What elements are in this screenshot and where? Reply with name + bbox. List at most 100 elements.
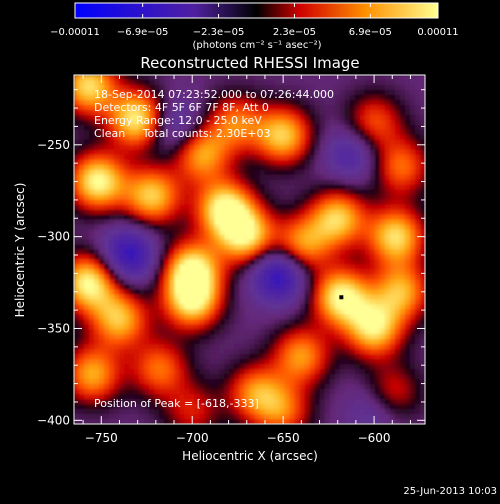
- heatmap-cell: [214, 324, 220, 330]
- heatmap-cell: [224, 359, 230, 365]
- heatmap-cell: [315, 135, 321, 141]
- heatmap-cell: [375, 314, 381, 320]
- heatmap-cell: [340, 190, 346, 196]
- heatmap-cell: [390, 409, 396, 415]
- heatmap-cell: [149, 379, 155, 385]
- heatmap-cell: [74, 165, 80, 171]
- heatmap-cell: [214, 339, 220, 345]
- heatmap-cell: [375, 90, 381, 96]
- heatmap-cell: [360, 150, 366, 156]
- heatmap-cell: [114, 150, 120, 156]
- heatmap-cell: [174, 200, 180, 206]
- heatmap-cell: [325, 220, 331, 226]
- heatmap-cell: [239, 354, 245, 360]
- heatmap-cell: [239, 319, 245, 325]
- heatmap-cell: [375, 344, 381, 350]
- heatmap-cell: [250, 165, 256, 171]
- heatmap-cell: [385, 294, 391, 300]
- heatmap-cell: [154, 145, 160, 151]
- heatmap-cell: [255, 319, 261, 325]
- heatmap-cell: [149, 364, 155, 370]
- heatmap-cell: [405, 120, 411, 126]
- heatmap-cell: [365, 374, 371, 380]
- heatmap-cell: [330, 264, 336, 270]
- heatmap-cell: [390, 210, 396, 216]
- heatmap-cell: [79, 100, 85, 106]
- heatmap-cell: [290, 165, 296, 171]
- heatmap-cell: [154, 354, 160, 360]
- heatmap-cell: [89, 80, 95, 86]
- heatmap-cell: [99, 384, 105, 390]
- heatmap-cell: [355, 185, 361, 191]
- heatmap-cell: [305, 190, 311, 196]
- heatmap-cell: [390, 105, 396, 111]
- heatmap-cell: [370, 329, 376, 335]
- heatmap-cell: [250, 339, 256, 345]
- heatmap-cell: [129, 304, 135, 310]
- heatmap-cell: [270, 349, 276, 355]
- heatmap-cell: [169, 205, 175, 211]
- heatmap-cell: [164, 225, 170, 231]
- heatmap-cell: [114, 200, 120, 206]
- heatmap-cell: [79, 279, 85, 285]
- heatmap-cell: [410, 309, 416, 315]
- heatmap-cell: [260, 294, 266, 300]
- heatmap-cell: [350, 319, 356, 325]
- heatmap-cell: [219, 80, 225, 86]
- heatmap-cell: [355, 80, 361, 86]
- heatmap-cell: [365, 269, 371, 275]
- heatmap-cell: [189, 140, 195, 146]
- heatmap-cell: [234, 175, 240, 181]
- heatmap-cell: [300, 150, 306, 156]
- heatmap-cell: [239, 210, 245, 216]
- heatmap-cell: [79, 110, 85, 116]
- heatmap-cell: [224, 75, 230, 81]
- heatmap-cell: [99, 334, 105, 340]
- heatmap-cell: [360, 90, 366, 96]
- heatmap-cell: [315, 319, 321, 325]
- heatmap-cell: [179, 145, 185, 151]
- heatmap-cell: [405, 195, 411, 201]
- heatmap-cell: [385, 409, 391, 415]
- heatmap-cell: [194, 254, 200, 260]
- heatmap-cell: [260, 344, 266, 350]
- heatmap-cell: [365, 150, 371, 156]
- heatmap-cell: [290, 324, 296, 330]
- heatmap-cell: [330, 389, 336, 395]
- heatmap-cell: [214, 200, 220, 206]
- heatmap-cell: [325, 264, 331, 270]
- heatmap-cell: [129, 259, 135, 265]
- heatmap-cell: [410, 205, 416, 211]
- heatmap-cell: [164, 230, 170, 236]
- heatmap-cell: [350, 100, 356, 106]
- heatmap-cell: [315, 200, 321, 206]
- heatmap-cell: [285, 279, 291, 285]
- heatmap-cell: [104, 155, 110, 161]
- heatmap-cell: [305, 264, 311, 270]
- colorbar: [75, 3, 438, 18]
- heatmap-cell: [250, 195, 256, 201]
- heatmap-cell: [315, 299, 321, 305]
- heatmap-cell: [370, 160, 376, 166]
- heatmap-cell: [310, 374, 316, 380]
- heatmap-cell: [410, 220, 416, 226]
- heatmap-cell: [365, 115, 371, 121]
- heatmap-cell: [229, 354, 235, 360]
- heatmap-cell: [124, 170, 130, 176]
- heatmap-cell: [275, 110, 281, 116]
- heatmap-cell: [84, 294, 90, 300]
- heatmap-cell: [114, 369, 120, 375]
- heatmap-cell: [169, 200, 175, 206]
- heatmap-cell: [164, 160, 170, 166]
- heatmap-cell: [410, 279, 416, 285]
- heatmap-cell: [270, 225, 276, 231]
- heatmap-cell: [199, 269, 205, 275]
- heatmap-cell: [400, 389, 406, 395]
- heatmap-cell: [340, 364, 346, 370]
- heatmap-cell: [89, 215, 95, 221]
- heatmap-cell: [74, 264, 80, 270]
- heatmap-cell: [74, 135, 80, 141]
- heatmap-cell: [139, 314, 145, 320]
- heatmap-cell: [229, 240, 235, 246]
- heatmap-cell: [229, 220, 235, 226]
